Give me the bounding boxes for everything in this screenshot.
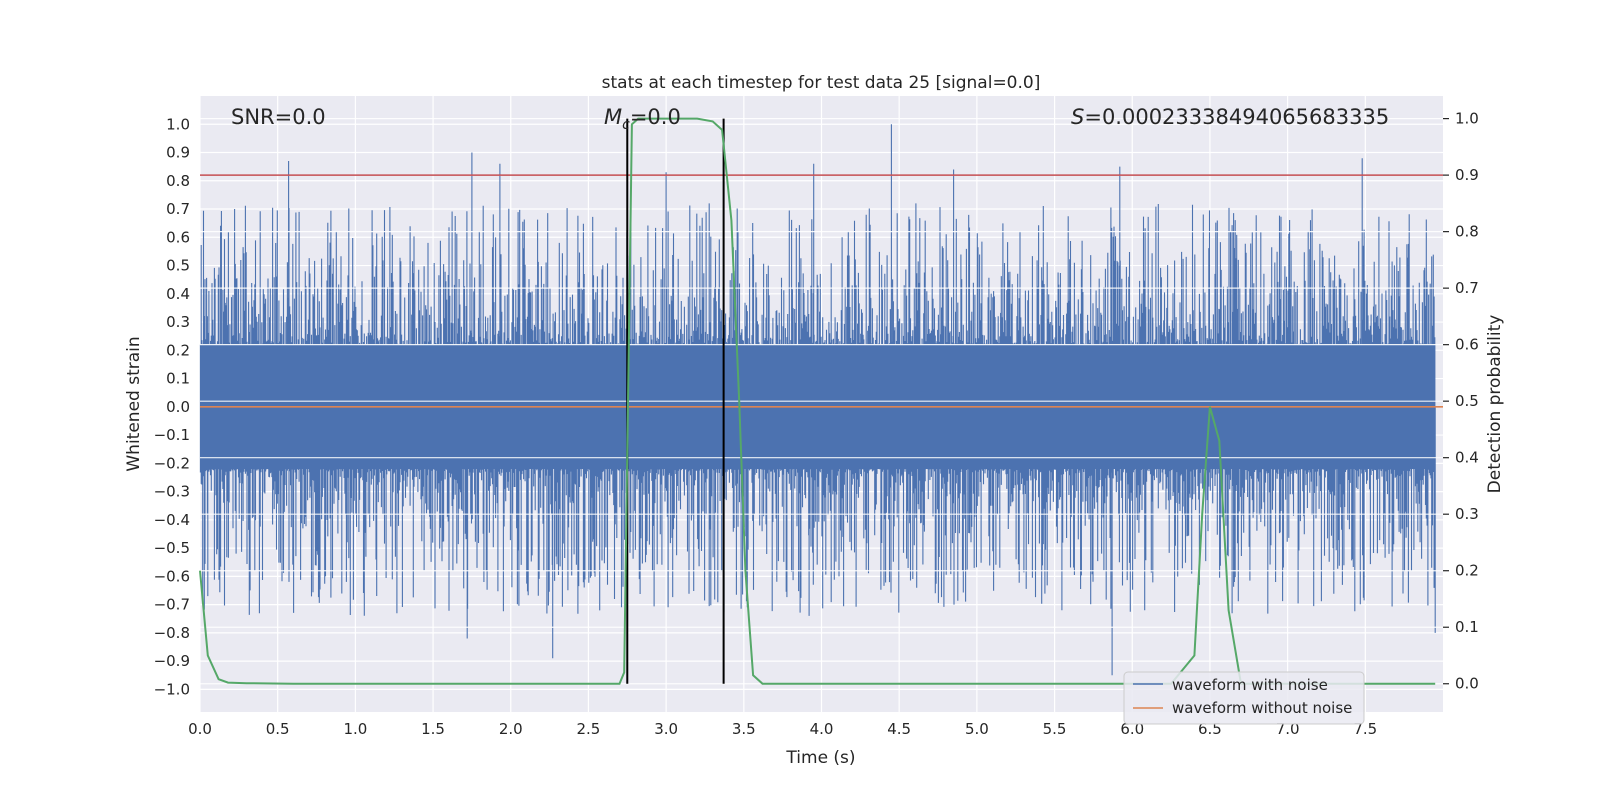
y-tick-label: 0.9 — [166, 144, 190, 162]
y2-tick-label: 0.3 — [1455, 505, 1479, 523]
y-tick-label: −0.8 — [154, 624, 190, 642]
y-tick-label: −0.4 — [154, 511, 190, 529]
y2-tick-label: 0.0 — [1455, 675, 1479, 693]
y2-tick-label: 0.6 — [1455, 336, 1479, 354]
chart-title: stats at each timestep for test data 25 … — [602, 73, 1041, 93]
mc-annotation: Mc=0.0 — [604, 105, 681, 133]
y-tick-label: 0.6 — [166, 228, 190, 246]
x-tick-label: 5.0 — [965, 720, 989, 738]
y2-tick-label: 0.9 — [1455, 166, 1479, 184]
y-tick-label: 0.0 — [166, 398, 190, 416]
y2-tick-label: 0.4 — [1455, 449, 1479, 467]
legend-entry-clean: waveform without noise — [1172, 699, 1352, 717]
y-tick-label: −0.9 — [154, 652, 190, 670]
x-tick-label: 4.0 — [810, 720, 834, 738]
y-tick-label: 0.2 — [166, 341, 190, 359]
x-tick-label: 3.0 — [654, 720, 678, 738]
s-symbol: S — [1071, 105, 1084, 129]
detection-probability-line — [199, 117, 1436, 685]
legend: waveform with noise waveform without noi… — [1123, 671, 1365, 725]
y-tick-label: −0.6 — [154, 567, 190, 585]
x-axis-label: Time (s) — [785, 748, 855, 768]
x-tick-label: 4.5 — [887, 720, 911, 738]
x-tick-label: 2.5 — [577, 720, 601, 738]
mc-symbol: M — [604, 105, 622, 129]
y2-axis-label: Detection probability — [1485, 315, 1505, 494]
y-tick-label: 0.7 — [166, 200, 190, 218]
legend-box — [1123, 671, 1365, 725]
axes: 0.0 0.5 1.0 1.5 2.0 2.5 3.0 3.5 4.0 4.5 5.0 5.5 6.0 6… — [154, 110, 1479, 738]
y-tick-label: 0.4 — [166, 285, 190, 303]
mc-value: =0.0 — [630, 105, 681, 129]
x-tick-label: 3.5 — [732, 720, 756, 738]
y2-tick-label: 0.1 — [1455, 618, 1479, 636]
y-tick-label: −0.3 — [154, 483, 190, 501]
y-tick-label: −0.5 — [154, 539, 190, 557]
legend-entry-noise: waveform with noise — [1172, 676, 1328, 694]
y2-tick-label: 0.7 — [1455, 279, 1479, 297]
s-value: =0.00023338494065683335 — [1084, 105, 1389, 129]
x-tick-label: 5.5 — [1043, 720, 1067, 738]
y-tick-label: −0.1 — [154, 426, 190, 444]
y-axis-label: Whitened strain — [124, 336, 144, 471]
y-tick-label: 0.1 — [166, 370, 190, 388]
x-tick-label: 0.0 — [188, 720, 212, 738]
y-tick-label: −0.7 — [154, 596, 190, 614]
y2-tick-label: 0.8 — [1455, 223, 1479, 241]
x-tick-label: 0.5 — [266, 720, 290, 738]
y2-tick-label: 0.2 — [1455, 562, 1479, 580]
y-tick-label: 1.0 — [166, 115, 190, 133]
mc-subscript: c — [622, 117, 630, 133]
y-tick-label: 0.8 — [166, 172, 190, 190]
x-tick-label: 1.0 — [343, 720, 367, 738]
x-tick-label: 2.0 — [499, 720, 523, 738]
x-tick-label: 1.5 — [421, 720, 445, 738]
overlay — [199, 117, 1443, 685]
y-tick-label: −0.2 — [154, 454, 190, 472]
y2-tick-label: 0.5 — [1455, 392, 1479, 410]
y-tick-label: −1.0 — [154, 680, 190, 698]
snr-annotation: SNR=0.0 — [231, 105, 326, 129]
y-tick-label: 0.3 — [166, 313, 190, 331]
s-annotation: S=0.00023338494065683335 — [1071, 105, 1389, 129]
y2-tick-label: 1.0 — [1455, 110, 1479, 128]
y-tick-label: 0.5 — [166, 257, 190, 275]
